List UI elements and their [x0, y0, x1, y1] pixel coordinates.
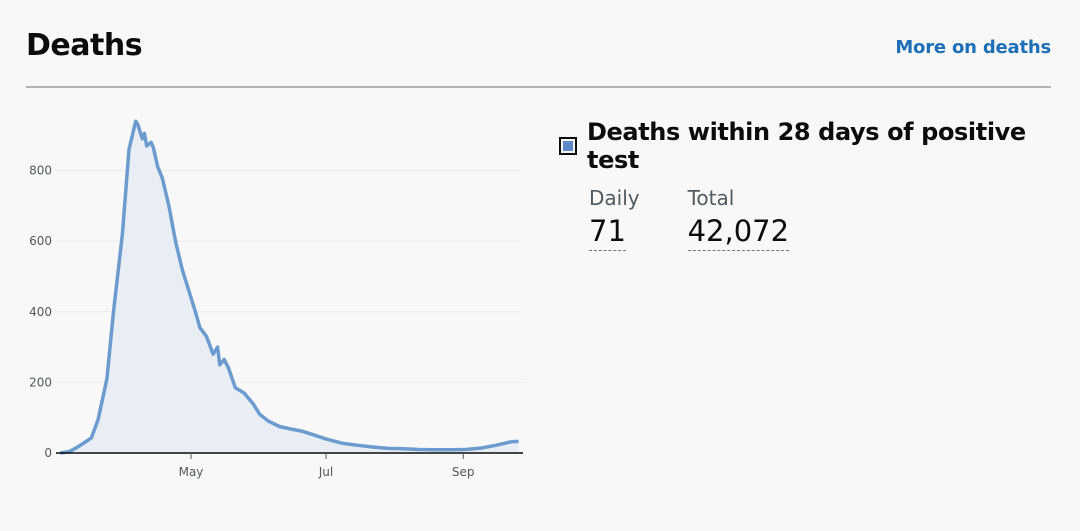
x-tick-label: May — [179, 465, 204, 479]
more-on-deaths-link[interactable]: More on deaths — [895, 37, 1051, 58]
daily-stat: Daily 71 — [589, 186, 640, 251]
metric-heading: Deaths within 28 days of positive test — [559, 118, 1059, 174]
total-value[interactable]: 42,072 — [687, 214, 790, 251]
legend-swatch-fill — [563, 141, 573, 151]
daily-label: Daily — [589, 186, 640, 210]
metric-heading-text: Deaths within 28 days of positive test — [587, 118, 1026, 174]
total-label: Total — [687, 186, 735, 210]
x-tick-label: Jul — [318, 465, 333, 479]
deaths-chart: 0 200 400 600 800 May Jul Sep — [29, 119, 523, 479]
y-tick-label: 600 — [29, 234, 52, 248]
chart-y-ticks: 0 200 400 600 800 — [29, 164, 52, 460]
metric-panel: Deaths within 28 days of positive test D… — [559, 118, 1059, 251]
x-tick-label: Sep — [452, 465, 475, 479]
section-header: Deaths More on deaths — [26, 0, 1051, 88]
y-tick-label: 400 — [29, 305, 52, 319]
total-stat: Total 42,072 — [687, 186, 790, 251]
page-title: Deaths — [26, 28, 143, 63]
y-tick-label: 800 — [29, 164, 52, 178]
y-tick-label: 0 — [44, 446, 52, 460]
chart-area-fill — [60, 121, 519, 453]
legend-swatch — [559, 137, 577, 155]
metric-stats: Daily 71 Total 42,072 — [589, 186, 1059, 251]
chart-series-line — [60, 119, 519, 455]
chart-x-ticks: May Jul Sep — [179, 453, 475, 479]
y-tick-label: 200 — [29, 375, 52, 389]
daily-value[interactable]: 71 — [589, 214, 626, 251]
